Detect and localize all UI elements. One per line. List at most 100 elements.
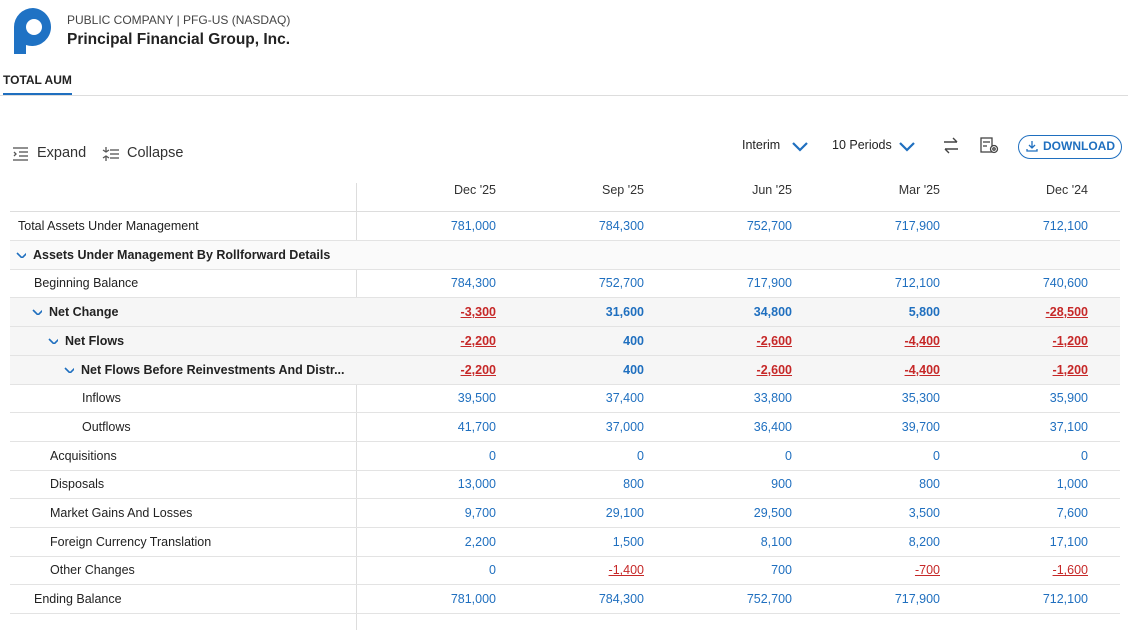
cell-value: 0 [1081,448,1088,463]
cell-value: 784,300 [598,592,644,607]
download-button[interactable] [1018,135,1122,159]
cell-value: 37,100 [1049,419,1088,434]
table-row: Assets Under Management By Rollforward D… [10,240,1120,270]
settings-button[interactable] [980,137,1000,155]
collapse-chevron[interactable] [16,252,26,258]
cell-value: 784,300 [450,276,496,291]
cell-value: -1,600 [1052,563,1088,578]
column-header: Sep '25 [601,183,644,197]
cell-value: 717,900 [894,219,940,233]
cell-value: 800 [623,477,644,492]
cell-value: 740,600 [1042,276,1088,291]
table-row: Beginning Balance 784,300 752,700 717,900 71… [10,269,1120,299]
cell-value: 900 [771,477,792,492]
cell-value: 29,100 [605,506,644,520]
cell-value: 752,700 [598,276,644,291]
table-row: Market Gains And Losses 9,700 29,100 29,500… [10,499,1120,528]
table-row: Net Flows Before Reinvestments And Distr… [10,355,1120,385]
row-label: Net Change [49,305,119,320]
download-icon [1026,141,1038,152]
table-row: Net Flows -2,200 400 -2,600 -4,400 -1,200 [10,326,1120,356]
row-label: Total Assets Under Management [18,219,199,233]
cell-value: 35,300 [901,391,940,406]
cell-value: 9,700 [464,506,496,520]
logo [14,8,52,54]
cell-value: 5,800 [908,305,940,320]
cell-value: 13,000 [457,477,496,492]
cell-value: 712,100 [1042,219,1088,233]
table-row: Outflows 41,700 37,000 36,400 39,700 37,100 [10,413,1120,442]
table-row: Disposals 13,000 800 900 800 1,000 [10,470,1120,500]
cell-value: -4,400 [904,362,940,377]
row-label: Inflows [82,391,121,406]
cell-value: -1,200 [1052,362,1088,377]
cell-value: 0 [489,563,496,578]
row-label: Market Gains And Losses [50,506,193,520]
collapse-button[interactable]: Collapse [127,145,184,161]
tab[interactable]: TOTAL AUM [3,73,72,95]
cell-value: 8,200 [908,534,940,549]
cell-value: 2,200 [464,534,496,549]
cell-value: 3,500 [908,506,940,520]
cell-value: 400 [623,362,644,377]
cell-value: -2,600 [756,333,792,348]
cell-value: -2,600 [756,362,792,377]
row-label: Net Flows [65,333,125,348]
collapse-chevron[interactable] [32,309,42,316]
header-divider [10,211,1120,212]
column-divider [356,183,357,630]
period-type-dropdown[interactable]: Interim [742,138,781,152]
row-label: Foreign Currency Translation [50,534,212,549]
row-label: Beginning Balance [34,276,139,291]
cell-value: 17,100 [1049,534,1088,549]
cell-value: 1,000 [1056,477,1088,492]
cell-value: 0 [637,448,644,463]
cell-value: -2,200 [460,362,496,377]
dropdown-icon [899,142,915,152]
periods-dropdown[interactable]: 10 Periods [832,138,892,152]
cell-value: 31,600 [605,305,644,320]
expand-icon [13,147,28,161]
cell-value: 0 [489,448,496,463]
cell-value: 784,300 [598,219,644,233]
cell-value: 717,900 [746,276,792,291]
cell-value: -28,500 [1045,305,1088,320]
row-label: Disposals [50,477,105,492]
column-header: Dec '24 [1046,183,1088,197]
cell-value: 0 [933,448,940,463]
cell-value: 39,500 [457,391,496,406]
swap-button[interactable] [942,137,960,155]
company-type: PUBLIC COMPANY | PFG-US (NASDAQ) [67,13,291,27]
table-row: Total Assets Under Management 781,000 784,… [10,212,1120,241]
cell-value: 400 [623,333,644,348]
cell-value: 34,800 [753,305,792,320]
cell-value: -3,300 [460,305,496,320]
row-label: Assets Under Management By Rollforward D… [33,247,331,262]
cell-value: 37,000 [605,419,644,434]
cell-value: 712,100 [1042,592,1088,607]
expand-button[interactable]: Expand [37,145,87,161]
cell-value: 33,800 [753,391,792,406]
collapse-icon [102,147,119,161]
row-label: Outflows [82,419,131,434]
cell-value: 752,700 [746,592,792,607]
cell-value: 8,100 [760,534,792,549]
row-label: Net Flows Before Reinvestments And Distr… [81,362,345,377]
cell-value: 29,500 [753,506,792,520]
cell-value: 41,700 [457,419,496,434]
collapse-chevron[interactable] [64,366,74,373]
cell-value: 700 [771,563,792,578]
cell-value: -2,200 [460,333,496,348]
column-header: Dec '25 [454,183,496,197]
cell-value: -1,200 [1052,333,1088,348]
column-header: Jun '25 [752,183,792,197]
collapse-chevron[interactable] [48,338,58,344]
table-row: Net Change -3,300 31,600 34,800 5,800 -28,500 [10,298,1120,328]
table-row: Inflows 39,500 37,400 33,800 35,300 35,900 [10,384,1120,414]
dropdown-icon [792,142,808,152]
row-label: Ending Balance [34,592,122,607]
cell-value: -4,400 [904,333,940,348]
cell-value: 7,600 [1056,506,1088,520]
divider [0,95,1128,96]
